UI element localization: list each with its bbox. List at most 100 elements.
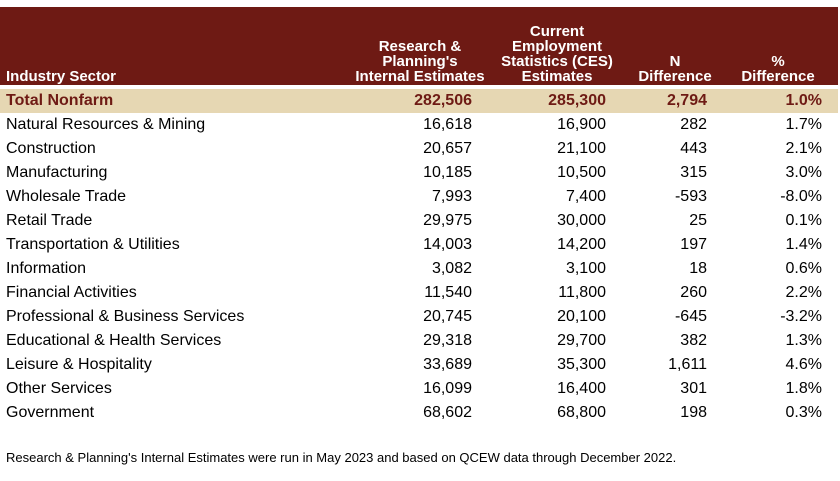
ces-estimate: 20,100 (557, 308, 606, 325)
n-difference: 1,611 (668, 356, 707, 373)
n-difference: 382 (680, 332, 707, 349)
pct-difference: -3.2% (780, 308, 822, 325)
sector-name: Transportation & Utilities (6, 236, 180, 253)
pct-difference: 2.1% (785, 140, 822, 157)
pct-difference: 1.4% (785, 236, 822, 253)
pct-difference: 0.1% (785, 212, 822, 229)
pct-difference: 1.7% (785, 116, 822, 133)
ces-estimate: 3,100 (565, 260, 606, 277)
internal-estimate: 11,540 (424, 284, 472, 301)
n-difference: 282 (680, 116, 707, 133)
ces-estimate: 7,400 (565, 188, 606, 205)
table-row: Leisure & Hospitality 33,689 35,300 1,611 4.… (0, 353, 838, 377)
ces-estimate: 68,800 (557, 404, 606, 421)
n-difference: 443 (680, 140, 707, 157)
sector-name: Total Nonfarm (6, 92, 114, 109)
pct-difference: 1.3% (785, 332, 822, 349)
n-difference: 25 (689, 212, 707, 229)
n-difference: 198 (680, 404, 707, 421)
header-internal-estimates: Research & Planning's Internal Estimates (345, 39, 495, 84)
internal-estimate: 16,099 (423, 380, 472, 397)
sector-name: Wholesale Trade (6, 188, 127, 205)
header-line: Statistics (CES) (501, 53, 613, 70)
header-n-difference: N Difference (630, 54, 720, 84)
ces-estimate: 16,400 (557, 380, 606, 397)
ces-estimate: 29,700 (557, 332, 606, 349)
sector-name: Natural Resources & Mining (6, 116, 206, 133)
table-row: Wholesale Trade 7,993 7,400 -593 -8.0% (0, 185, 838, 209)
ces-estimate: 21,100 (557, 140, 606, 157)
header-line: Estimates (521, 68, 593, 85)
sector-name: Manufacturing (6, 164, 108, 181)
header-line: Difference (638, 68, 712, 85)
employment-table: Industry Sector Research & Planning's In… (0, 7, 838, 425)
header-line: Difference (741, 68, 815, 85)
sector-name: Financial Activities (6, 284, 137, 301)
internal-estimate: 20,745 (423, 308, 472, 325)
sector-name: Retail Trade (6, 212, 93, 229)
table-row: Manufacturing 10,185 10,500 315 3.0% (0, 161, 838, 185)
sector-name: Professional & Business Services (6, 308, 245, 325)
table-row: Construction 20,657 21,100 443 2.1% (0, 137, 838, 161)
header-line: Research & (378, 38, 462, 55)
pct-difference: 0.3% (785, 404, 822, 421)
pct-difference: 3.0% (785, 164, 822, 181)
pct-difference: 2.2% (785, 284, 822, 301)
n-difference: 2,794 (666, 92, 707, 109)
internal-estimate: 33,689 (423, 356, 472, 373)
internal-estimate: 29,318 (423, 332, 472, 349)
table-row: Natural Resources & Mining 16,618 16,900 28… (0, 113, 838, 137)
table-body: Natural Resources & Mining 16,618 16,900 28… (0, 113, 838, 425)
table-row: Other Services 16,099 16,400 301 1.8% (0, 377, 838, 401)
header-pct-difference: % Difference (728, 54, 828, 84)
table-row: Information 3,082 3,100 18 0.6% (0, 257, 838, 281)
internal-estimate: 29,975 (423, 212, 472, 229)
header-line: Current (529, 23, 585, 40)
sector-name: Construction (6, 140, 96, 157)
header-line: N (669, 53, 681, 70)
header-line: Planning's (382, 53, 458, 70)
footnote: Research & Planning's Internal Estimates… (6, 450, 677, 465)
internal-estimate: 282,506 (414, 92, 472, 109)
ces-estimate: 35,300 (557, 356, 606, 373)
header-industry-sector: Industry Sector (6, 68, 117, 85)
pct-difference: 1.0% (785, 92, 822, 109)
n-difference: 197 (680, 236, 707, 253)
total-row: Total Nonfarm 282,506 285,300 2,794 1.0% (0, 89, 838, 113)
internal-estimate: 3,082 (431, 260, 472, 277)
pct-difference: 4.6% (785, 356, 822, 373)
table-row: Retail Trade 29,975 30,000 25 0.1% (0, 209, 838, 233)
internal-estimate: 14,003 (423, 236, 472, 253)
n-difference: 315 (680, 164, 707, 181)
ces-estimate: 30,000 (557, 212, 606, 229)
sector-name: Leisure & Hospitality (6, 356, 152, 373)
pct-difference: 0.6% (785, 260, 822, 277)
sector-name: Information (6, 260, 87, 277)
table-row: Professional & Business Services 20,745 20… (0, 305, 838, 329)
ces-estimate: 14,200 (557, 236, 606, 253)
header-line: % (771, 53, 785, 70)
table-row: Government 68,602 68,800 198 0.3% (0, 401, 838, 425)
internal-estimate: 20,657 (423, 140, 472, 157)
n-difference: 301 (680, 380, 707, 397)
header-line: Employment (511, 38, 602, 55)
ces-estimate: 285,300 (548, 92, 606, 109)
internal-estimate: 10,185 (423, 164, 472, 181)
n-difference: 260 (680, 284, 707, 301)
pct-difference: 1.8% (785, 380, 822, 397)
n-difference: -593 (674, 188, 707, 205)
ces-estimate: 16,900 (557, 116, 606, 133)
ces-estimate: 10,500 (557, 164, 606, 181)
header-ces-estimates: Current Employment Statistics (CES) Esti… (497, 24, 617, 84)
sector-name: Educational & Health Services (6, 332, 222, 349)
table-row: Educational & Health Services 29,318 29,70… (0, 329, 838, 353)
ces-estimate: 11,800 (558, 284, 606, 301)
sector-name: Government (6, 404, 95, 421)
internal-estimate: 16,618 (423, 116, 472, 133)
table-header: Industry Sector Research & Planning's In… (0, 7, 838, 85)
header-line: Internal Estimates (355, 68, 485, 85)
internal-estimate: 68,602 (423, 404, 472, 421)
sector-name: Other Services (6, 380, 112, 397)
table-row: Financial Activities 11,540 11,800 260 2.2% (0, 281, 838, 305)
n-difference: -645 (674, 308, 707, 325)
